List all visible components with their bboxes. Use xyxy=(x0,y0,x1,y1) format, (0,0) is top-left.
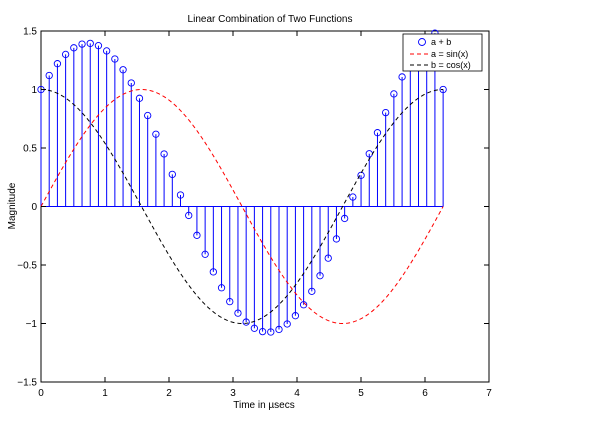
stem-marker xyxy=(242,318,250,326)
stem-marker xyxy=(275,325,283,334)
stem-marker xyxy=(291,312,300,320)
line-cos xyxy=(40,89,444,325)
x-tick-label: 5 xyxy=(358,388,364,399)
stem-marker xyxy=(168,170,176,179)
stem-marker xyxy=(308,287,316,295)
stem-marker xyxy=(61,50,70,59)
stem-marker xyxy=(316,272,324,280)
x-tick-label: 6 xyxy=(422,388,428,399)
stem-marker xyxy=(103,47,111,55)
stem-marker xyxy=(332,235,341,243)
stem-marker xyxy=(398,73,406,81)
stem-marker xyxy=(86,39,94,48)
y-tick-label: 1 xyxy=(31,85,37,96)
stem-marker xyxy=(226,297,234,306)
line-series-layer xyxy=(40,88,444,325)
stem-marker xyxy=(234,309,242,317)
stem-marker xyxy=(119,66,127,74)
stem-marker xyxy=(439,85,447,94)
stem-marker xyxy=(382,108,390,117)
y-tick-label: −1 xyxy=(26,319,38,330)
x-tick-label: 1 xyxy=(102,388,108,399)
stem-marker xyxy=(176,191,185,199)
stem-marker xyxy=(111,55,119,63)
stem-marker xyxy=(283,320,291,328)
legend-marker-a-plus-b xyxy=(418,38,426,46)
x-tick-label: 2 xyxy=(166,388,172,399)
stem-marker xyxy=(70,44,78,52)
stem-marker xyxy=(373,129,382,137)
y-tick-label: −1.5 xyxy=(17,378,37,389)
y-tick-label: −0.5 xyxy=(17,261,37,272)
y-tick-label: 0.5 xyxy=(23,144,37,155)
stem-marker xyxy=(357,171,365,180)
chart-title: Linear Combination of Two Functions xyxy=(188,14,353,25)
x-axis-label: Time in µsecs xyxy=(233,400,295,411)
legend-box xyxy=(402,33,483,72)
stem-marker xyxy=(209,268,217,276)
stem-marker xyxy=(217,284,226,292)
stem-marker xyxy=(144,111,152,120)
stem-marker xyxy=(258,327,267,336)
stem-marker xyxy=(193,231,201,239)
stem-marker xyxy=(349,193,357,201)
line-sin xyxy=(40,88,444,325)
stem-marker xyxy=(160,150,168,158)
stem-marker xyxy=(94,42,103,50)
legend-label-a-plus-b: a + b xyxy=(431,37,451,47)
x-tick-label: 0 xyxy=(38,388,44,399)
stem-marker xyxy=(340,214,349,223)
y-tick-label: 0 xyxy=(31,202,37,213)
x-tick-label: 4 xyxy=(294,388,300,399)
stem-marker xyxy=(53,60,62,68)
axis-ticks: 0 1 2 3 4 5 6 7 −1.5 −1 −0.5 0 0.5 1 1.5 xyxy=(17,27,492,400)
stem-marker xyxy=(127,79,135,87)
stem-marker xyxy=(250,324,259,332)
stem-marker xyxy=(299,301,308,309)
x-tick-label: 7 xyxy=(486,388,492,399)
stem-marker xyxy=(135,94,144,102)
stem-marker xyxy=(78,40,86,48)
stem-marker xyxy=(185,211,193,220)
stem-series-a-plus-b xyxy=(37,29,447,336)
stem-marker xyxy=(267,328,275,336)
legend-label-cos: b = cos(x) xyxy=(431,60,471,70)
y-axis-label: Magnitude xyxy=(7,182,18,229)
legend: a + b a = sin(x) b = cos(x) xyxy=(402,33,483,72)
y-tick-label: 1.5 xyxy=(23,27,37,38)
legend-label-sin: a = sin(x) xyxy=(431,49,468,59)
stem-marker xyxy=(201,250,209,258)
stem-marker xyxy=(152,130,160,138)
x-tick-label: 3 xyxy=(230,388,236,399)
stem-marker xyxy=(390,90,398,98)
stem-marker xyxy=(324,254,332,262)
stem-marker xyxy=(45,71,53,80)
